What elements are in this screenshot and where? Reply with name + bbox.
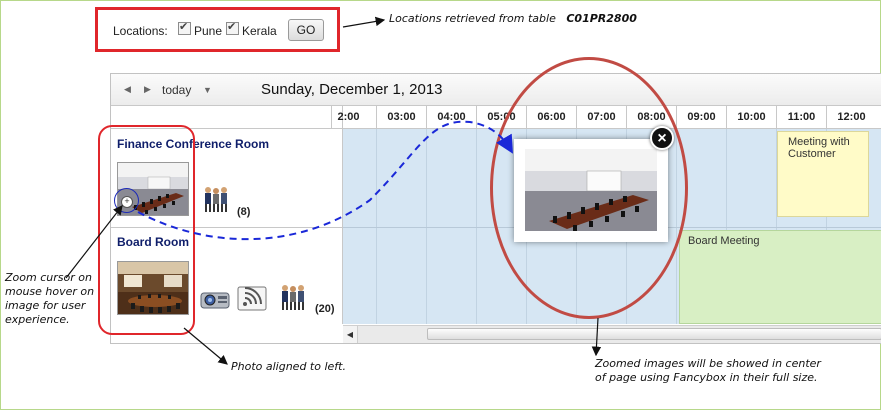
people-icon: [277, 282, 307, 312]
prev-arrow-icon[interactable]: ◀: [124, 84, 131, 94]
grid-line: [826, 129, 827, 324]
zoom-note-line: Zoom cursor on: [5, 271, 92, 284]
grid-line: [726, 129, 727, 324]
next-arrow-icon[interactable]: ▶: [144, 84, 151, 94]
zoom-note-line: image for user: [5, 299, 86, 312]
fancybox-note-line: Zoomed images will be showed in center: [595, 357, 821, 370]
date-title: Sunday, December 1, 2013: [261, 81, 443, 98]
time-tick: 12:00: [826, 106, 876, 128]
zoom-note: Zoom cursor on mouse hover on image for …: [5, 271, 94, 327]
scroll-left-icon[interactable]: ◀: [343, 326, 358, 343]
time-tick: 2:00: [331, 106, 365, 128]
time-tick: 03:00: [376, 106, 426, 128]
annotation-arrow: [591, 317, 602, 357]
pune-checkbox-label: Pune: [194, 24, 223, 38]
photo-note: Photo aligned to left.: [231, 360, 346, 373]
event-meeting-with-customer[interactable]: Meeting with Customer: [777, 131, 869, 217]
room-capacity: (8): [237, 206, 251, 218]
time-tick: 04:00: [426, 106, 476, 128]
go-button[interactable]: GO: [288, 19, 324, 41]
kerala-checkbox[interactable]: [226, 20, 239, 35]
zoom-note-line: experience.: [5, 313, 70, 326]
scroll-thumb[interactable]: [427, 328, 881, 340]
fancybox-note-line: of page using Fancybox in their full siz…: [595, 371, 818, 384]
dropdown-arrow-icon[interactable]: ▼: [203, 85, 212, 95]
locations-note: Locations retrieved from table C01PR2800: [389, 12, 637, 26]
room-capacity: (20): [315, 303, 335, 315]
scheduler-toolbar: ◀ ▶ today ▼ Sunday, December 1, 2013: [111, 74, 881, 106]
locations-note-text: Locations retrieved from table: [389, 12, 556, 25]
zoom-flow-arrow: [137, 120, 514, 241]
zoom-cursor-icon: +: [114, 188, 139, 213]
horizontal-scrollbar[interactable]: ◀: [343, 325, 881, 343]
fancybox-note: Zoomed images will be showed in center o…: [595, 357, 821, 385]
resource-header-divider: [111, 128, 342, 129]
grid-line: [476, 129, 477, 324]
zoom-note-line: mouse hover on: [5, 285, 95, 298]
annotation-arrow: [342, 16, 386, 28]
time-tick: 09:00: [676, 106, 726, 128]
annotation-arrow: [183, 327, 228, 365]
time-tick: 10:00: [726, 106, 776, 128]
annotation-arrow: [65, 205, 123, 279]
room-photo-highlight: [98, 125, 195, 335]
projector-icon: [200, 287, 232, 311]
today-button[interactable]: today: [162, 83, 192, 97]
locations-filter: Locations: Pune Kerala GO: [95, 7, 340, 52]
resource-row-divider: [111, 227, 342, 228]
people-icon: [200, 184, 230, 214]
room-photo[interactable]: [117, 261, 189, 315]
kerala-checkbox-label: Kerala: [242, 24, 277, 38]
pune-checkbox[interactable]: [178, 20, 191, 35]
grid-line: [426, 129, 427, 324]
locations-note-table: C01PR2800: [566, 12, 637, 25]
grid-line: [776, 129, 777, 324]
locations-label: Locations:: [113, 24, 168, 38]
fancybox-highlight-ellipse: [490, 57, 688, 319]
wifi-icon: [237, 286, 267, 311]
time-tick: 11:00: [776, 106, 826, 128]
grid-line: [376, 129, 377, 324]
event-board-meeting[interactable]: Board Meeting: [679, 230, 881, 324]
room-name: Board Room: [117, 235, 189, 249]
